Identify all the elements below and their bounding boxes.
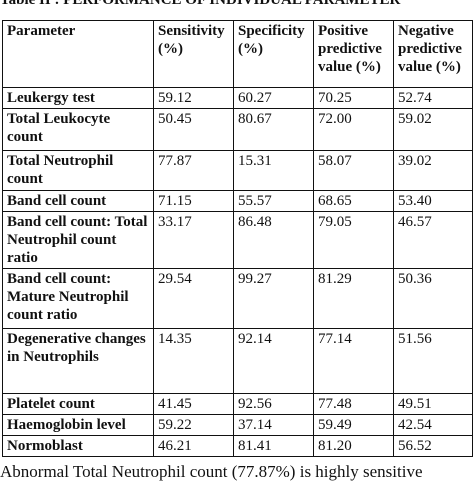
table-row: Band cell count 71.15 55.57 68.65 53.40 [2, 190, 473, 212]
value-cell: 92.14 [233, 328, 314, 394]
row-label: Total Neutrophil count [2, 150, 154, 191]
value-cell: 59.12 [153, 87, 234, 109]
value-cell: 39.02 [393, 150, 473, 191]
performance-table: Parameter Sensitivity (%) Specificity (%) P… [2, 20, 473, 457]
table-row: Leukergy test 59.12 60.27 70.25 52.74 [2, 87, 473, 109]
header-cell: Negative predictive value (%) [393, 20, 473, 88]
value-cell: 60.27 [233, 87, 314, 109]
row-label: Normoblast [2, 435, 154, 457]
table-row: Band cell count: Total Neutrophil count … [2, 211, 473, 269]
value-cell: 37.14 [233, 414, 314, 436]
value-cell: 86.48 [233, 211, 314, 269]
value-cell: 51.56 [393, 328, 473, 394]
value-cell: 79.05 [313, 211, 394, 269]
row-label: Degenerative changes in Neutrophils [2, 328, 154, 394]
value-cell: 92.56 [233, 393, 314, 415]
value-cell: 50.45 [153, 108, 234, 151]
value-cell: 81.29 [313, 268, 394, 329]
row-label: Platelet count [2, 393, 154, 415]
value-cell: 81.20 [313, 435, 394, 457]
value-cell: 33.17 [153, 211, 234, 269]
value-cell: 49.51 [393, 393, 473, 415]
value-cell: 42.54 [393, 414, 473, 436]
row-label: Band cell count: Total Neutrophil count … [2, 211, 154, 269]
table-row: Band cell count: Mature Neutrophil count… [2, 268, 473, 329]
value-cell: 77.14 [313, 328, 394, 394]
table-row: Haemoglobin level 59.22 37.14 59.49 42.54 [2, 414, 473, 436]
value-cell: 56.52 [393, 435, 473, 457]
row-label: Total Leukocyte count [2, 108, 154, 151]
value-cell: 59.22 [153, 414, 234, 436]
table-row: Total Neutrophil count 77.87 15.31 58.07 39.… [2, 150, 473, 191]
value-cell: 14.35 [153, 328, 234, 394]
header-cell: Parameter [2, 20, 154, 88]
value-cell: 77.87 [153, 150, 234, 191]
value-cell: 59.49 [313, 414, 394, 436]
value-cell: 55.57 [233, 190, 314, 212]
row-label: Band cell count: Mature Neutrophil count… [2, 268, 154, 329]
value-cell: 77.48 [313, 393, 394, 415]
value-cell: 46.57 [393, 211, 473, 269]
value-cell: 41.45 [153, 393, 234, 415]
value-cell: 59.02 [393, 108, 473, 151]
value-cell: 46.21 [153, 435, 234, 457]
body-text: Abnormal Total Neutrophil count (77.87%)… [0, 462, 423, 481]
row-label: Leukergy test [2, 87, 154, 109]
value-cell: 71.15 [153, 190, 234, 212]
table-row: Total Leukocyte count 50.45 80.67 72.00 59.0… [2, 108, 473, 151]
value-cell: 53.40 [393, 190, 473, 212]
row-label: Haemoglobin level [2, 414, 154, 436]
table-row: Degenerative changes in Neutrophils 14.35… [2, 328, 473, 394]
value-cell: 81.41 [233, 435, 314, 457]
value-cell: 72.00 [313, 108, 394, 151]
header-cell: Positive predictive value (%) [313, 20, 394, 88]
value-cell: 29.54 [153, 268, 234, 329]
value-cell: 80.67 [233, 108, 314, 151]
value-cell: 70.25 [313, 87, 394, 109]
value-cell: 52.74 [393, 87, 473, 109]
value-cell: 50.36 [393, 268, 473, 329]
value-cell: 15.31 [233, 150, 314, 191]
table-row: Platelet count 41.45 92.56 77.48 49.51 [2, 393, 473, 415]
header-cell: Specificity (%) [233, 20, 314, 88]
value-cell: 68.65 [313, 190, 394, 212]
header-cell: Sensitivity (%) [153, 20, 234, 88]
table-title: Table II : PERFORMANCE OF INDIVIDUAL PAR… [0, 0, 401, 8]
value-cell: 99.27 [233, 268, 314, 329]
value-cell: 58.07 [313, 150, 394, 191]
row-label: Band cell count [2, 190, 154, 212]
header-row: Parameter Sensitivity (%) Specificity (%) P… [2, 20, 473, 88]
table-row: Normoblast 46.21 81.41 81.20 56.52 [2, 435, 473, 457]
